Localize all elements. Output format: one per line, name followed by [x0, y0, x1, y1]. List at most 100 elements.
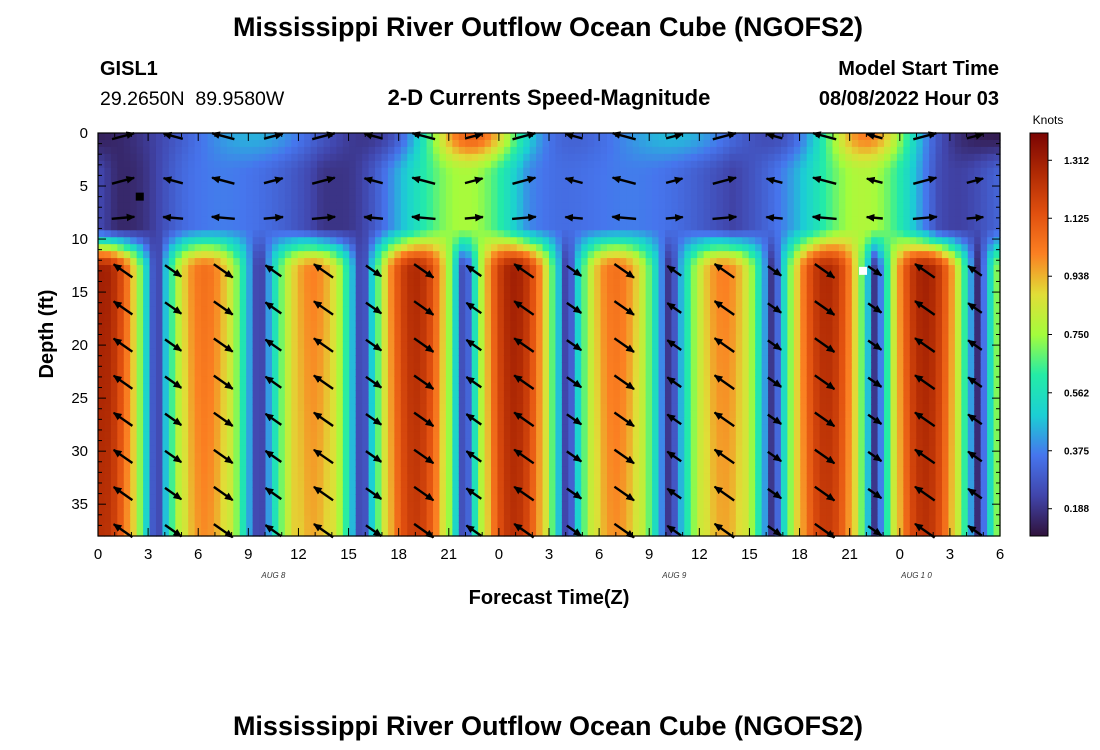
heatmap-cell	[561, 230, 569, 238]
heatmap-cell	[136, 306, 144, 315]
heatmap-cell	[162, 244, 170, 252]
heatmap-cell	[561, 244, 569, 252]
heatmap-cell	[284, 223, 292, 231]
heatmap-cell	[407, 417, 415, 426]
heatmap-cell	[549, 320, 557, 329]
heatmap-cell	[201, 362, 209, 370]
heatmap-cell	[555, 313, 563, 322]
heatmap-cell	[130, 202, 138, 211]
heatmap-cell	[542, 216, 550, 224]
heatmap-cell	[310, 515, 318, 523]
heatmap-cell	[110, 459, 118, 468]
heatmap-cell	[491, 153, 499, 162]
heatmap-cell	[426, 334, 434, 343]
heatmap-cell	[606, 334, 615, 343]
heatmap-cell	[394, 167, 402, 176]
heatmap-cell	[149, 508, 157, 516]
heatmap-cell	[555, 265, 563, 273]
heatmap-cell	[110, 292, 118, 301]
heatmap-cell	[375, 348, 383, 356]
heatmap-cell	[619, 529, 627, 537]
heatmap-cell	[104, 529, 112, 537]
heatmap-cell	[413, 515, 421, 523]
heatmap-cell	[645, 424, 653, 433]
heatmap-cell	[181, 431, 189, 440]
heatmap-cell	[420, 202, 428, 211]
heatmap-cell	[252, 508, 260, 516]
heatmap-cell	[143, 515, 151, 523]
heatmap-cell	[181, 348, 189, 356]
heatmap-cell	[420, 230, 428, 238]
heatmap-cell	[613, 390, 621, 398]
heatmap-cell	[162, 424, 170, 433]
heatmap-cell	[213, 265, 222, 273]
heatmap-cell	[536, 133, 544, 141]
heatmap-cell	[491, 431, 499, 440]
heatmap-cell	[304, 417, 312, 426]
heatmap-cell	[594, 174, 602, 183]
heatmap-cell	[213, 508, 222, 516]
heatmap-cell	[130, 292, 138, 301]
heatmap-cell	[613, 529, 621, 537]
heatmap-cell	[606, 167, 615, 176]
heatmap-cell	[516, 244, 524, 252]
heatmap-cell	[433, 445, 441, 454]
heatmap-cell	[233, 473, 241, 482]
heatmap-cell	[568, 459, 576, 468]
heatmap-cell	[587, 313, 595, 322]
heatmap-cell	[136, 403, 144, 412]
heatmap-cell	[336, 494, 344, 502]
heatmap-cell	[375, 487, 383, 495]
heatmap-cell	[175, 258, 183, 266]
heatmap-cell	[207, 410, 215, 419]
heatmap-cell	[323, 452, 331, 461]
heatmap-cell	[555, 133, 563, 141]
heatmap-cell	[516, 473, 524, 482]
heatmap-cell	[452, 466, 460, 475]
heatmap-cell	[162, 362, 170, 370]
heatmap-cell	[420, 146, 428, 155]
heatmap-cell	[246, 466, 254, 475]
heatmap-cell	[594, 195, 602, 204]
heatmap-cell	[413, 355, 421, 363]
heatmap-cell	[394, 445, 402, 454]
heatmap-cell	[304, 153, 312, 162]
heatmap-cell	[394, 327, 402, 336]
heatmap-cell	[639, 209, 647, 217]
heatmap-cell	[613, 209, 621, 217]
heatmap-cell	[491, 167, 499, 176]
heatmap-cell	[246, 299, 254, 308]
heatmap-cell	[568, 195, 576, 204]
heatmap-cell	[104, 397, 112, 405]
heatmap-cell	[342, 265, 350, 273]
heatmap-cell	[123, 265, 131, 273]
heatmap-cell	[484, 397, 492, 405]
heatmap-cell	[574, 522, 582, 530]
heatmap-cell	[175, 139, 183, 148]
heatmap-cell	[297, 369, 305, 377]
heatmap-cell	[317, 209, 325, 217]
heatmap-cell	[452, 237, 460, 245]
heatmap-cell	[491, 403, 499, 412]
heatmap-cell	[484, 202, 492, 211]
heatmap-cell	[445, 424, 453, 433]
heatmap-cell	[561, 501, 569, 509]
heatmap-cell	[619, 508, 627, 516]
heatmap-cell	[143, 146, 151, 155]
heatmap-cell	[143, 181, 151, 190]
heatmap-cell	[136, 397, 144, 405]
heatmap-cell	[342, 153, 350, 162]
heatmap-cell	[329, 452, 337, 461]
heatmap-cell	[168, 473, 176, 482]
heatmap-cell	[349, 452, 357, 461]
heatmap-cell	[336, 473, 344, 482]
heatmap-cell	[304, 431, 312, 440]
heatmap-cell	[213, 153, 222, 162]
heatmap-cell	[110, 494, 118, 502]
heatmap-cell	[323, 167, 331, 176]
heatmap-cell	[323, 501, 331, 509]
heatmap-cell	[407, 410, 415, 419]
heatmap-cell	[213, 237, 222, 245]
heatmap-cell	[143, 397, 151, 405]
heatmap-cell	[510, 403, 518, 412]
